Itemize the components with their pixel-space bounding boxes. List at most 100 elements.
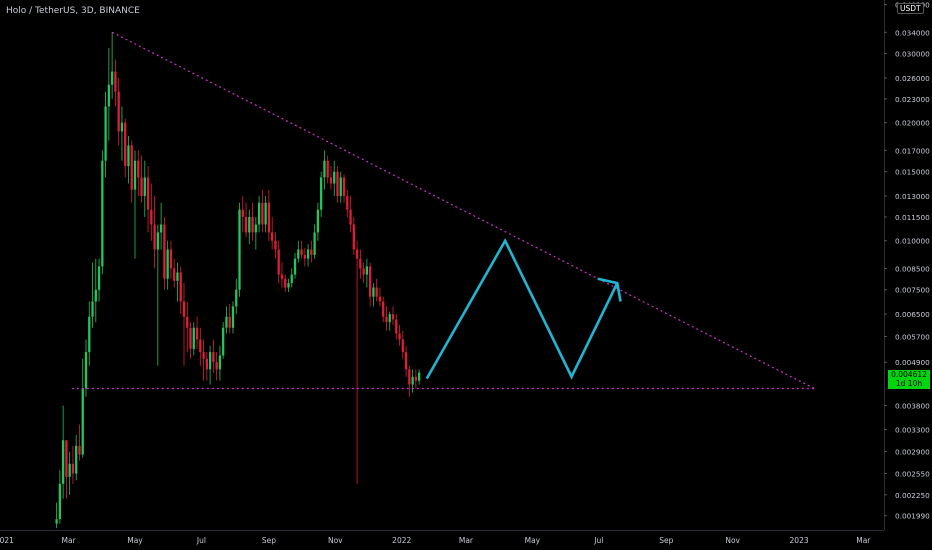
candle-body — [300, 249, 303, 255]
candle-body — [189, 327, 192, 349]
candle — [241, 196, 244, 233]
candle — [244, 202, 248, 238]
candle-body — [166, 249, 169, 279]
candle — [271, 216, 274, 250]
candle — [97, 258, 101, 302]
candle — [355, 240, 359, 484]
candle — [143, 160, 146, 217]
candle-body — [192, 327, 195, 349]
candle-body — [365, 266, 369, 275]
candle-body — [414, 376, 418, 381]
candle-body — [297, 249, 300, 259]
candle — [104, 91, 107, 178]
time-tick-label: Nov — [328, 536, 343, 545]
candle — [189, 322, 192, 359]
candle — [251, 202, 254, 241]
candle-body — [107, 84, 111, 107]
candle — [257, 196, 261, 233]
candle-body — [290, 274, 293, 284]
candle — [65, 440, 68, 499]
time-tick-label: 2022 — [392, 536, 411, 545]
candle — [169, 240, 173, 279]
candle-body — [143, 177, 146, 197]
candle-body — [391, 314, 395, 320]
candle — [124, 118, 127, 178]
candle-body — [395, 319, 398, 334]
candle-body — [248, 216, 251, 233]
candle-body — [378, 296, 382, 302]
price-tick-label: 0.008500 — [895, 264, 930, 273]
time-tick-label: May — [525, 536, 541, 545]
candle — [205, 352, 208, 381]
candle-body — [120, 122, 124, 132]
currency-badge[interactable]: USDT — [897, 3, 924, 14]
candle-body — [398, 333, 401, 340]
candle-body — [163, 224, 166, 279]
candle — [150, 183, 153, 241]
time-tick-label: Mar — [62, 536, 77, 545]
candle — [408, 365, 411, 397]
candle — [375, 278, 378, 302]
time-tick-label: Mar — [459, 536, 474, 545]
candle — [329, 166, 333, 190]
candle-body — [369, 266, 372, 297]
candle-body — [339, 177, 342, 197]
candle-body — [153, 224, 156, 250]
candle-body — [238, 209, 241, 290]
candle-body — [411, 376, 414, 385]
candle — [88, 301, 91, 366]
candle-body — [84, 352, 88, 389]
candle-body — [199, 339, 202, 353]
candle — [107, 48, 111, 141]
candle — [287, 278, 290, 293]
candle-body — [75, 445, 78, 474]
price-tick-label: 0.015000 — [895, 168, 930, 177]
candle-body — [228, 316, 231, 328]
candle-body — [362, 268, 365, 275]
candle — [61, 405, 65, 499]
candle — [137, 150, 140, 197]
candle — [414, 369, 418, 389]
price-tick-label: 0.013000 — [895, 192, 930, 201]
time-axis[interactable]: 2021 Mar May Jul Sep Nov 2022 Mar May Jul Sep Nov 20… — [0, 530, 884, 546]
candle — [215, 352, 218, 381]
candle — [120, 106, 124, 161]
price-axis[interactable]: 0.0400000.0340000.0300000.0260000.023000… — [884, 0, 930, 530]
candle — [404, 345, 408, 377]
candle-body — [316, 209, 320, 233]
candle-body — [310, 249, 313, 255]
price-tick-label: 0.002900 — [895, 448, 930, 457]
candle — [382, 296, 385, 323]
price-tick-label: 0.002550 — [895, 469, 930, 478]
candle-body — [284, 278, 287, 288]
candle — [84, 339, 88, 397]
candle — [91, 262, 94, 328]
candle-body — [182, 301, 186, 317]
candle-body — [186, 316, 189, 328]
candle-body — [94, 289, 97, 302]
candle — [153, 196, 156, 269]
candle — [303, 247, 306, 267]
candle — [290, 268, 293, 288]
candle-body — [104, 106, 107, 161]
candle — [208, 345, 212, 385]
candle — [411, 369, 414, 393]
drawing-layer — [71, 31, 815, 390]
candle — [81, 358, 84, 458]
candle — [365, 258, 369, 288]
candle — [369, 262, 372, 307]
candle — [372, 283, 375, 307]
price-tick-label: 0.006500 — [895, 310, 930, 319]
candle-body — [114, 71, 117, 92]
price-tick-label: 0.011500 — [895, 213, 930, 222]
candle-body — [225, 316, 228, 328]
candle-body — [349, 209, 352, 225]
candle-body — [408, 369, 411, 385]
candle-body — [124, 122, 127, 167]
candle-body — [313, 232, 316, 255]
candle-body — [264, 202, 267, 225]
candle-body — [346, 196, 349, 210]
candle — [261, 189, 264, 233]
price-tick-label: 0.026000 — [895, 74, 930, 83]
